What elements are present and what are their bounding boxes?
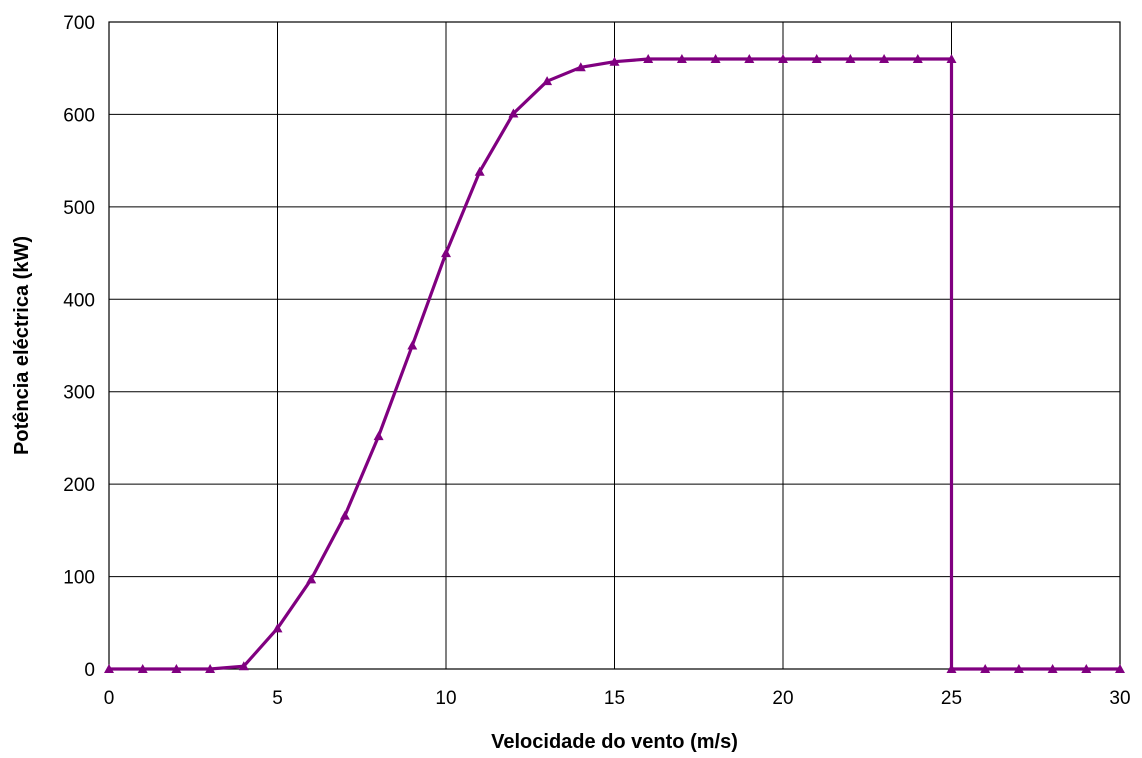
plot-area [108, 21, 1121, 670]
y-tick-label: 400 [63, 290, 95, 311]
data-point-marker [1047, 664, 1058, 673]
x-tick-label: 15 [604, 688, 625, 709]
data-point-marker [1013, 664, 1024, 673]
x-axis-ticks: 0 5 10 15 20 25 30 [104, 688, 1131, 709]
y-axis-ticks: 0 100 200 300 400 500 600 700 [63, 13, 95, 681]
y-tick-label: 200 [63, 475, 95, 496]
data-point-marker [912, 53, 923, 63]
x-tick-label: 10 [435, 688, 456, 709]
series-layer [104, 53, 1125, 673]
data-point-marker [474, 166, 485, 176]
x-tick-label: 30 [1109, 688, 1130, 709]
data-point-marker [811, 53, 822, 63]
data-point-marker [778, 53, 788, 63]
data-point-marker [1081, 664, 1092, 673]
x-tick-label: 20 [772, 688, 793, 709]
data-point-marker [980, 664, 991, 673]
x-tick-label: 0 [104, 688, 115, 709]
data-point-marker [339, 510, 350, 520]
series-line [107, 57, 1122, 671]
data-point-marker [676, 53, 687, 63]
data-point-marker [441, 248, 451, 258]
data-point-marker [104, 664, 114, 673]
data-point-marker [238, 661, 249, 671]
data-point-marker [744, 53, 755, 63]
data-point-marker [946, 53, 957, 63]
grid [108, 21, 1121, 670]
data-point-marker [575, 62, 586, 72]
data-point-marker [946, 664, 957, 673]
data-point-marker [205, 664, 216, 673]
x-tick-label: 25 [941, 688, 962, 709]
y-tick-label: 500 [63, 198, 95, 219]
data-point-marker [373, 431, 384, 441]
data-point-marker [508, 108, 519, 118]
data-point-marker [879, 53, 890, 63]
y-tick-label: 600 [63, 105, 95, 126]
data-point-marker [710, 53, 721, 63]
x-tick-label: 5 [272, 688, 283, 709]
data-point-marker [272, 623, 283, 633]
data-point-marker [609, 56, 620, 66]
y-tick-label: 100 [63, 568, 95, 589]
data-point-marker [407, 340, 418, 350]
data-point-marker [643, 53, 654, 63]
y-axis-title: Potência eléctrica (kW) [11, 236, 33, 455]
y-tick-label: 0 [84, 660, 95, 681]
y-tick-label: 300 [63, 383, 95, 404]
y-tick-label: 700 [63, 13, 95, 34]
data-point-marker [171, 664, 182, 673]
x-axis-title: Velocidade do vento (m/s) [491, 731, 738, 753]
data-point-marker [845, 53, 856, 63]
data-point-marker [306, 574, 317, 584]
data-point-marker [137, 664, 148, 673]
data-point-marker [542, 76, 553, 86]
data-point-marker [1115, 664, 1125, 673]
